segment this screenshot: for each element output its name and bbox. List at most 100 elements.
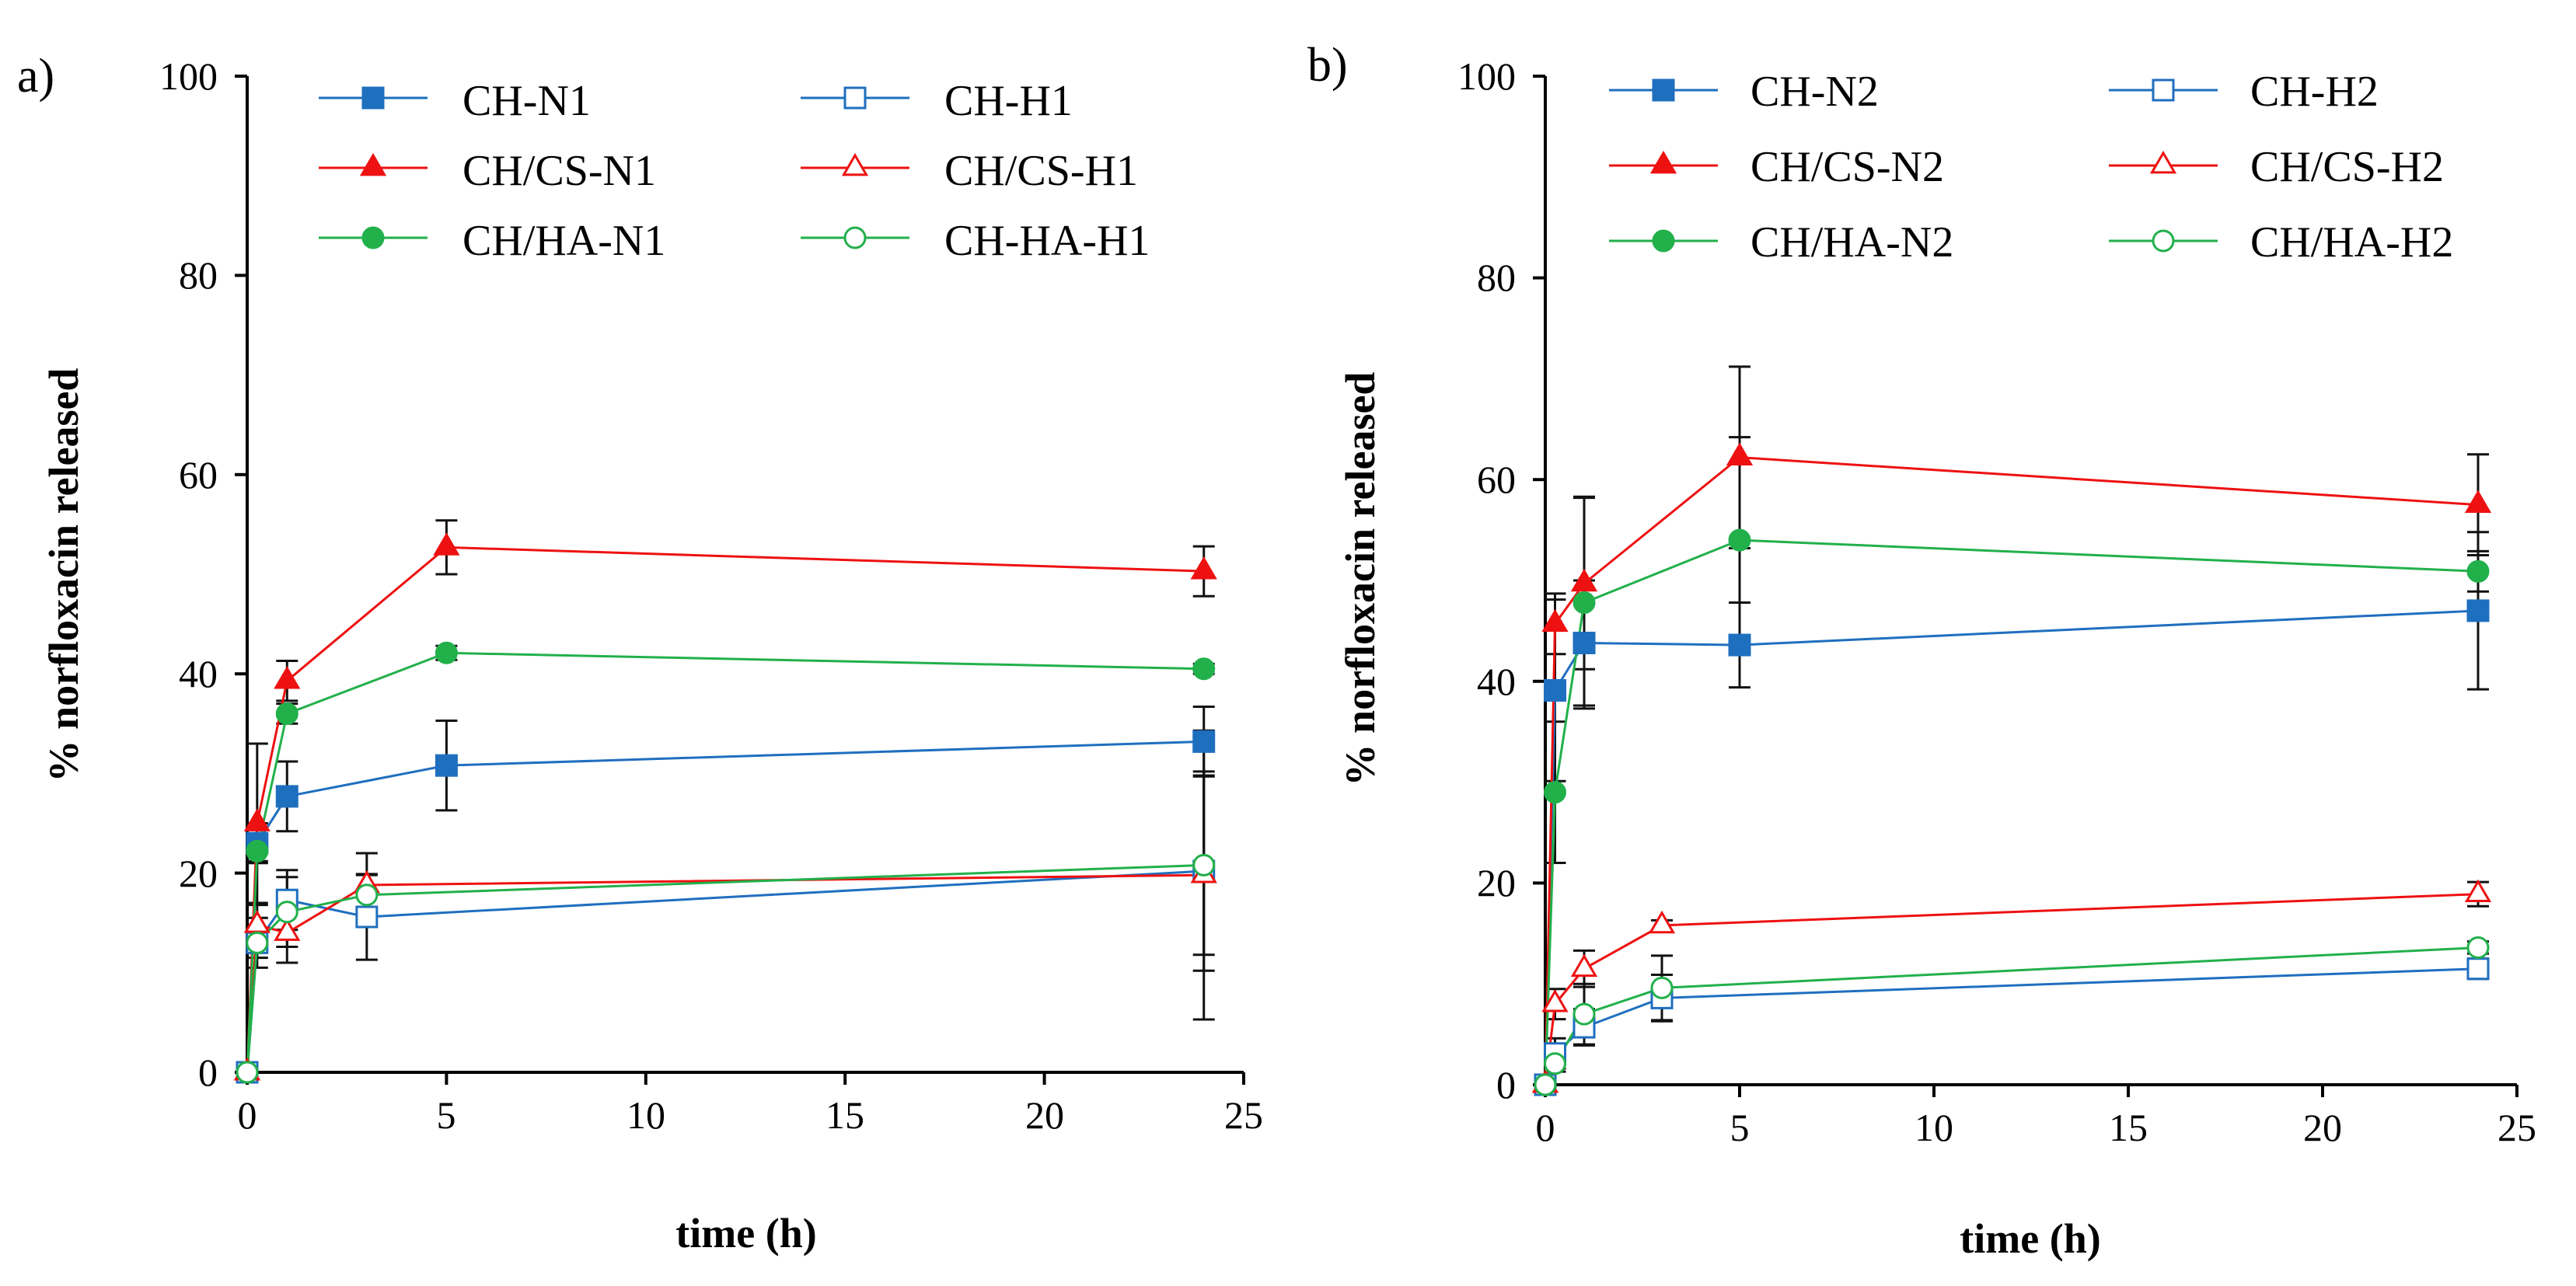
panel-b-xtick-label: 0 (1536, 1106, 1555, 1149)
data-point-triangle (2464, 490, 2492, 514)
series-line (1544, 609, 2479, 1086)
panel-b-ytick-label: 100 (1457, 54, 1516, 98)
panel-b-ytick-label: 20 (1477, 861, 1516, 904)
legend-swatch (1609, 150, 1718, 174)
panel-b-ytick-label: 80 (1477, 256, 1516, 299)
data-point-circle (1192, 657, 1216, 681)
data-point-circle (361, 226, 385, 249)
series-line (1544, 893, 2479, 1086)
data-point-square (1652, 78, 1675, 102)
data-point-triangle (1190, 556, 1217, 580)
panel-b-xtick-label: 20 (2303, 1106, 2342, 1149)
panel-a-ytick-label: 0 (198, 1051, 218, 1094)
legend-label: CH/CS-N2 (1750, 143, 1944, 191)
data-point-triangle (841, 152, 869, 176)
data-point-circle (355, 883, 379, 907)
data-point-triangle (1726, 442, 1754, 466)
panel-a-xtick-label: 15 (826, 1093, 864, 1137)
panel-a-legend: CH-N1 CH-H1 CH/CS-N1 CH/CS-H1 CH/HA-N1 C… (319, 77, 1150, 265)
data-point-triangle (1649, 150, 1677, 174)
legend-label: CH/HA-N2 (1750, 218, 1953, 267)
data-point-triangle (2149, 150, 2177, 174)
panel-b-y-axis-title: % norfloxacin released (1337, 372, 1384, 786)
panel-b-ytick-label: 60 (1477, 458, 1516, 501)
panel-a-ytick-label: 100 (159, 54, 218, 98)
legend-swatch (2109, 78, 2218, 102)
legend-swatch (2109, 150, 2218, 174)
panel-a-x-axis-title: time (h) (675, 1210, 816, 1256)
legend-label: CH/CS-H2 (2250, 143, 2444, 191)
legend-label: CH-H2 (2250, 68, 2379, 116)
data-point-circle (1534, 1073, 1557, 1096)
legend-swatch (319, 152, 428, 176)
data-point-square (2466, 599, 2490, 622)
data-point-square (355, 905, 379, 929)
data-point-triangle (274, 918, 301, 941)
data-point-square (843, 86, 867, 110)
data-point-circle (2152, 229, 2175, 253)
data-point-circle (1652, 229, 1675, 253)
data-point-triangle (359, 152, 387, 176)
legend-swatch (1609, 229, 1718, 253)
panel-a-series (233, 519, 1217, 1084)
data-point-circle (1192, 853, 1216, 877)
data-point-triangle (1541, 608, 1569, 633)
data-point-circle (2466, 559, 2490, 583)
panel-b-xtick-label: 15 (2109, 1106, 2148, 1149)
data-point-triangle (1570, 953, 1598, 978)
panel-a-ytick-label: 80 (179, 253, 218, 297)
data-point-square (1728, 633, 1751, 657)
legend-label: CH-N1 (462, 77, 591, 125)
data-point-triangle (243, 910, 271, 933)
data-point-triangle (1541, 989, 1569, 1012)
series-line (1544, 538, 2479, 1086)
data-point-circle (236, 1061, 259, 1084)
legend-label: CH/CS-N1 (462, 147, 656, 195)
data-point-circle (1572, 1002, 1596, 1026)
data-point-triangle (243, 808, 271, 831)
panel-a-ytick-label: 40 (179, 652, 218, 695)
panel-b-xtick-label: 5 (1730, 1106, 1750, 1149)
data-point-circle (1544, 1052, 1566, 1075)
legend-label: CH/CS-H1 (944, 147, 1138, 195)
panel-a: a) 0 20 40 60 80 100 0 5 10 15 20 25 tim… (17, 50, 1263, 1256)
data-point-circle (1544, 781, 1566, 804)
panel-a-ticks (235, 75, 1245, 1085)
panel-b: b) 0 20 40 60 80 100 0 5 10 15 20 25 tim… (1307, 39, 2536, 1262)
panel-a-ytick-label: 20 (179, 852, 218, 895)
legend-swatch (319, 226, 428, 249)
data-point-triangle (1570, 568, 1598, 592)
data-point-square (1192, 730, 1216, 753)
panel-a-xtick-label: 25 (1224, 1093, 1263, 1137)
legend-label: CH/HA-N1 (462, 217, 665, 265)
series-line (246, 873, 1204, 1073)
data-point-circle (1572, 591, 1596, 615)
legend-label: CH-HA-H1 (944, 217, 1150, 265)
panel-b-ytick-label: 0 (1496, 1063, 1516, 1107)
panel-a-y-axis-title: % norfloxacin released (40, 368, 87, 782)
data-point-circle (843, 226, 867, 249)
data-point-square (1544, 678, 1566, 702)
data-point-square (275, 785, 298, 808)
panel-a-xtick-label: 5 (437, 1093, 456, 1137)
panel-b-label: b) (1307, 39, 1348, 92)
legend-swatch (2109, 229, 2218, 253)
panel-b-legend: CH-N2 CH-H2 CH/CS-N2 CH/CS-H2 CH/HA-N2 C… (1609, 68, 2453, 267)
legend-label: CH/HA-H2 (2250, 218, 2453, 267)
legend-swatch (1609, 78, 1718, 102)
data-point-square (361, 86, 385, 110)
data-point-triangle (2464, 879, 2492, 903)
series-line (246, 740, 1204, 1073)
panel-b-series (1531, 365, 2492, 1096)
panel-a-ytick-label: 60 (179, 453, 218, 497)
data-point-circle (435, 641, 458, 664)
data-point-triangle (1648, 910, 1676, 934)
series-line (246, 651, 1204, 1073)
data-point-square (2152, 78, 2175, 102)
series-line (246, 545, 1204, 1073)
panel-a-xtick-label: 10 (627, 1093, 665, 1137)
data-point-circle (246, 931, 269, 954)
panel-a-xtick-label: 20 (1025, 1093, 1064, 1137)
legend-swatch (801, 86, 909, 110)
